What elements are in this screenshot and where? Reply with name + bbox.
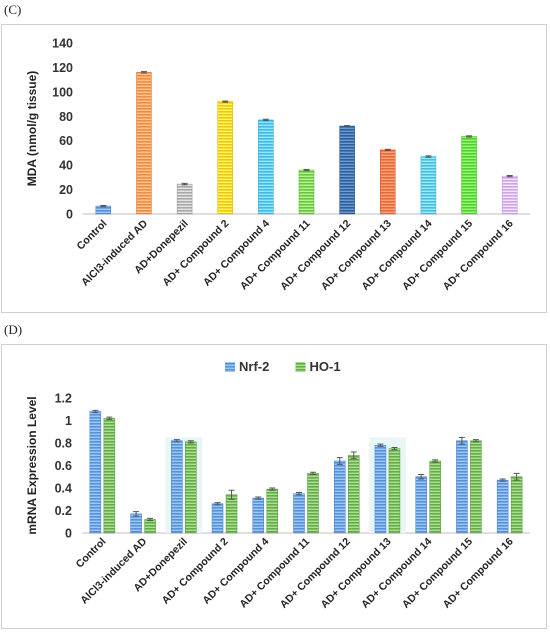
y-tick-label: 1.2 — [55, 392, 72, 406]
y-tick-label: 1 — [65, 414, 72, 428]
chart-c-frame — [1, 24, 547, 313]
legend-label: HO-1 — [310, 359, 341, 374]
category-highlight — [369, 437, 406, 533]
bar — [225, 494, 238, 534]
bar — [211, 503, 224, 534]
y-axis-title: MDA (nmol/g tissue) — [25, 71, 39, 187]
bar — [388, 448, 401, 534]
y-tick-label: 40 — [59, 159, 73, 173]
bar — [496, 479, 509, 534]
bar — [89, 411, 102, 534]
bar — [470, 440, 482, 534]
y-tick-label: 100 — [52, 85, 73, 99]
bar — [415, 476, 427, 534]
bar — [266, 488, 279, 534]
legend-swatch — [225, 362, 235, 372]
y-tick-label: 0.2 — [55, 504, 72, 518]
legend-swatch — [295, 362, 306, 372]
category-label: AD+ Compound 16 — [441, 536, 516, 611]
bar — [130, 513, 142, 534]
y-axis-title: mRNA Expression Level — [25, 396, 39, 534]
bar — [347, 455, 360, 534]
category-label: AD+ Compound 15 — [400, 536, 475, 611]
category-highlight — [165, 437, 203, 533]
y-tick-label: 60 — [59, 134, 73, 148]
y-tick-label: 0 — [66, 208, 73, 222]
bar — [171, 440, 183, 534]
category-label: Control — [74, 536, 109, 571]
bar — [333, 460, 346, 534]
y-tick-label: 120 — [52, 61, 73, 75]
y-tick-label: 80 — [59, 110, 73, 124]
y-tick-label: 140 — [52, 37, 73, 51]
category-label: AD+ Compound 14 — [359, 536, 434, 611]
category-label: AD+ Compound 12 — [278, 536, 353, 611]
legend-label: Nrf-2 — [239, 359, 269, 374]
bar — [252, 497, 265, 534]
category-label: AD+ Compound 13 — [318, 536, 393, 611]
bar — [510, 476, 523, 534]
bar — [374, 445, 387, 534]
panel-label-c: (C) — [4, 2, 22, 17]
y-tick-label: 20 — [59, 183, 73, 197]
bar — [185, 441, 197, 534]
y-tick-label: 0.4 — [55, 482, 72, 496]
y-tick-label: 0.6 — [55, 459, 72, 473]
bar — [429, 460, 441, 534]
y-tick-label: 0 — [65, 527, 72, 541]
bar — [307, 473, 319, 534]
bar — [144, 519, 156, 534]
bar — [456, 440, 468, 534]
y-tick-label: 0.8 — [55, 437, 72, 451]
bar — [103, 418, 116, 534]
panel-label-d: (D) — [4, 322, 23, 337]
bar — [293, 493, 305, 534]
category-label: AD+ Compound 11 — [237, 536, 312, 611]
